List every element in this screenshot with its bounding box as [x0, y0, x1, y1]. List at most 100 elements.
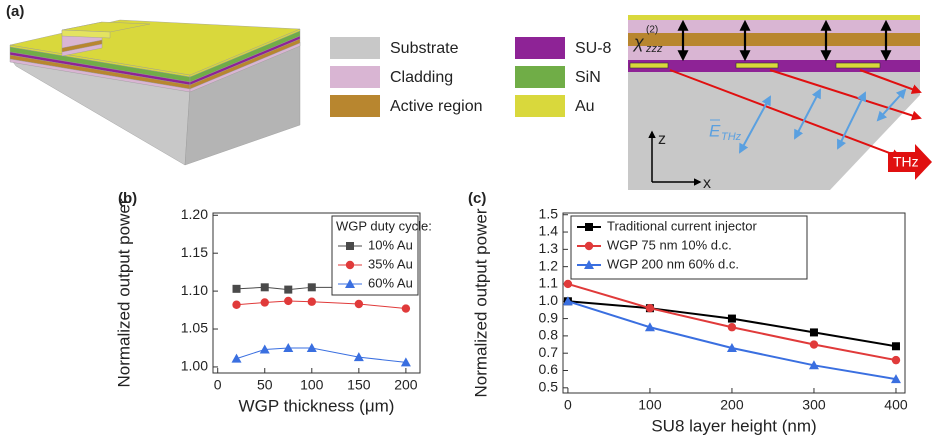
marker: [354, 299, 364, 309]
legend-label: 60% Au: [368, 275, 413, 290]
y-tick-label: 1.10: [181, 282, 208, 298]
y-tick-label: 1.1: [539, 275, 559, 291]
marker: [232, 284, 241, 293]
field-arrow: [794, 88, 821, 140]
marker: [284, 296, 293, 306]
y-tick-label: 1.00: [181, 358, 208, 374]
marker: [890, 374, 901, 384]
marker: [563, 279, 573, 289]
layer: [628, 20, 920, 33]
material-legend: Substrate Cladding Active region SU-8 SiN Au: [330, 37, 612, 117]
x-tick-label: 0: [564, 397, 572, 413]
legend-label: SU-8: [575, 40, 612, 57]
device-illustration: [9, 19, 301, 166]
y-tick-label: 1.5: [539, 205, 559, 221]
x-tick-label: 200: [394, 377, 418, 393]
x-axis-label: WGP thickness (μm): [239, 396, 395, 415]
marker: [645, 303, 655, 313]
y-tick-label: 1.0: [539, 292, 559, 308]
marker: [284, 285, 293, 294]
panel-label: (c): [468, 190, 486, 207]
marker: [307, 297, 316, 306]
y-tick-label: 1.05: [181, 320, 208, 336]
x-tick-label: 50: [257, 377, 273, 393]
layer: [628, 33, 920, 46]
legend-marker: [346, 242, 354, 250]
layer: [628, 46, 920, 60]
y-tick-label: 1.2: [539, 257, 559, 273]
layer-face: [189, 42, 301, 93]
legend-label: Cladding: [390, 69, 453, 86]
marker: [809, 328, 818, 337]
field-arrow: [876, 88, 907, 122]
y-tick-label: 0.8: [539, 327, 559, 343]
y-tick-label: 1.15: [181, 244, 208, 260]
marker: [306, 342, 317, 352]
x-tick-label: 300: [802, 397, 826, 413]
marker: [260, 283, 269, 292]
legend-label: 35% Au: [368, 256, 413, 271]
plot-frame: [212, 212, 421, 374]
series-line: [567, 300, 897, 381]
marker: [260, 298, 269, 307]
y-tick-label: 0.6: [539, 361, 559, 377]
x-tick-label: 0: [214, 377, 222, 393]
chi-symbol: χ: [632, 32, 645, 52]
chart: (b) 0 50 100 150 200 1.00 1.05 1.10 1.15 1.20 WGP t…: [114, 190, 431, 416]
field-index: THz: [721, 131, 742, 143]
legend-swatch: [330, 66, 380, 88]
plot-frame: [562, 212, 906, 394]
chi-order: (2): [646, 25, 658, 36]
marker: [891, 342, 900, 351]
legend-label: Substrate: [390, 40, 459, 57]
legend-swatch: [330, 37, 380, 59]
wgp-strip: [835, 62, 881, 69]
legend-label: WGP 75 nm 10% d.c.: [607, 237, 732, 252]
marker: [726, 343, 737, 352]
panel-label: (a): [6, 3, 24, 20]
chi-index: zzz: [645, 43, 663, 55]
legend-title: WGP duty cycle:: [336, 218, 432, 233]
legend-swatch: [515, 66, 565, 88]
axis-x-label: x: [703, 175, 711, 192]
series-line: [236, 300, 406, 310]
y-tick-label: 0.5: [539, 379, 559, 395]
marker: [562, 296, 573, 306]
legend-marker: [585, 223, 593, 231]
marker: [727, 323, 737, 332]
legend-label: Au: [575, 98, 595, 115]
marker: [808, 360, 819, 370]
x-tick-label: 400: [884, 397, 908, 413]
field-symbol: E: [709, 121, 721, 140]
output-label: THz: [893, 154, 919, 170]
ridge-face: [61, 29, 111, 39]
series-line: [236, 347, 406, 363]
legend-marker: [584, 260, 594, 269]
x-axis-label: SU8 layer height (nm): [651, 416, 816, 435]
y-tick-label: 1.4: [539, 223, 559, 239]
marker: [353, 352, 364, 362]
ridge-face: [61, 39, 103, 53]
legend-label: Traditional current injector: [607, 218, 757, 233]
legend-label: SiN: [575, 69, 601, 86]
x-tick-label: 100: [638, 397, 662, 413]
marker: [231, 353, 242, 363]
y-tick-label: 1.20: [181, 206, 208, 222]
legend-box: [331, 215, 419, 296]
legend-label: WGP 200 nm 60% d.c.: [607, 256, 739, 271]
y-tick-label: 1.3: [539, 240, 559, 256]
chart: (c) 0 100 200 300 400 0.5 0.60.70.8 0.91.01.1 1.2…: [468, 190, 908, 436]
x-tick-label: 200: [720, 397, 744, 413]
legend-swatch: [515, 37, 565, 59]
wgp-strip: [735, 62, 779, 69]
legend-swatch: [515, 95, 565, 117]
wgp-strip: [629, 62, 669, 69]
legend-swatch: [330, 95, 380, 117]
legend-marker: [584, 241, 594, 251]
legend-label: 10% Au: [368, 237, 413, 252]
marker: [809, 340, 819, 349]
substrate: [628, 72, 920, 190]
layer: [628, 15, 920, 20]
legend-box: [570, 215, 808, 280]
field-arrow: [739, 95, 771, 154]
